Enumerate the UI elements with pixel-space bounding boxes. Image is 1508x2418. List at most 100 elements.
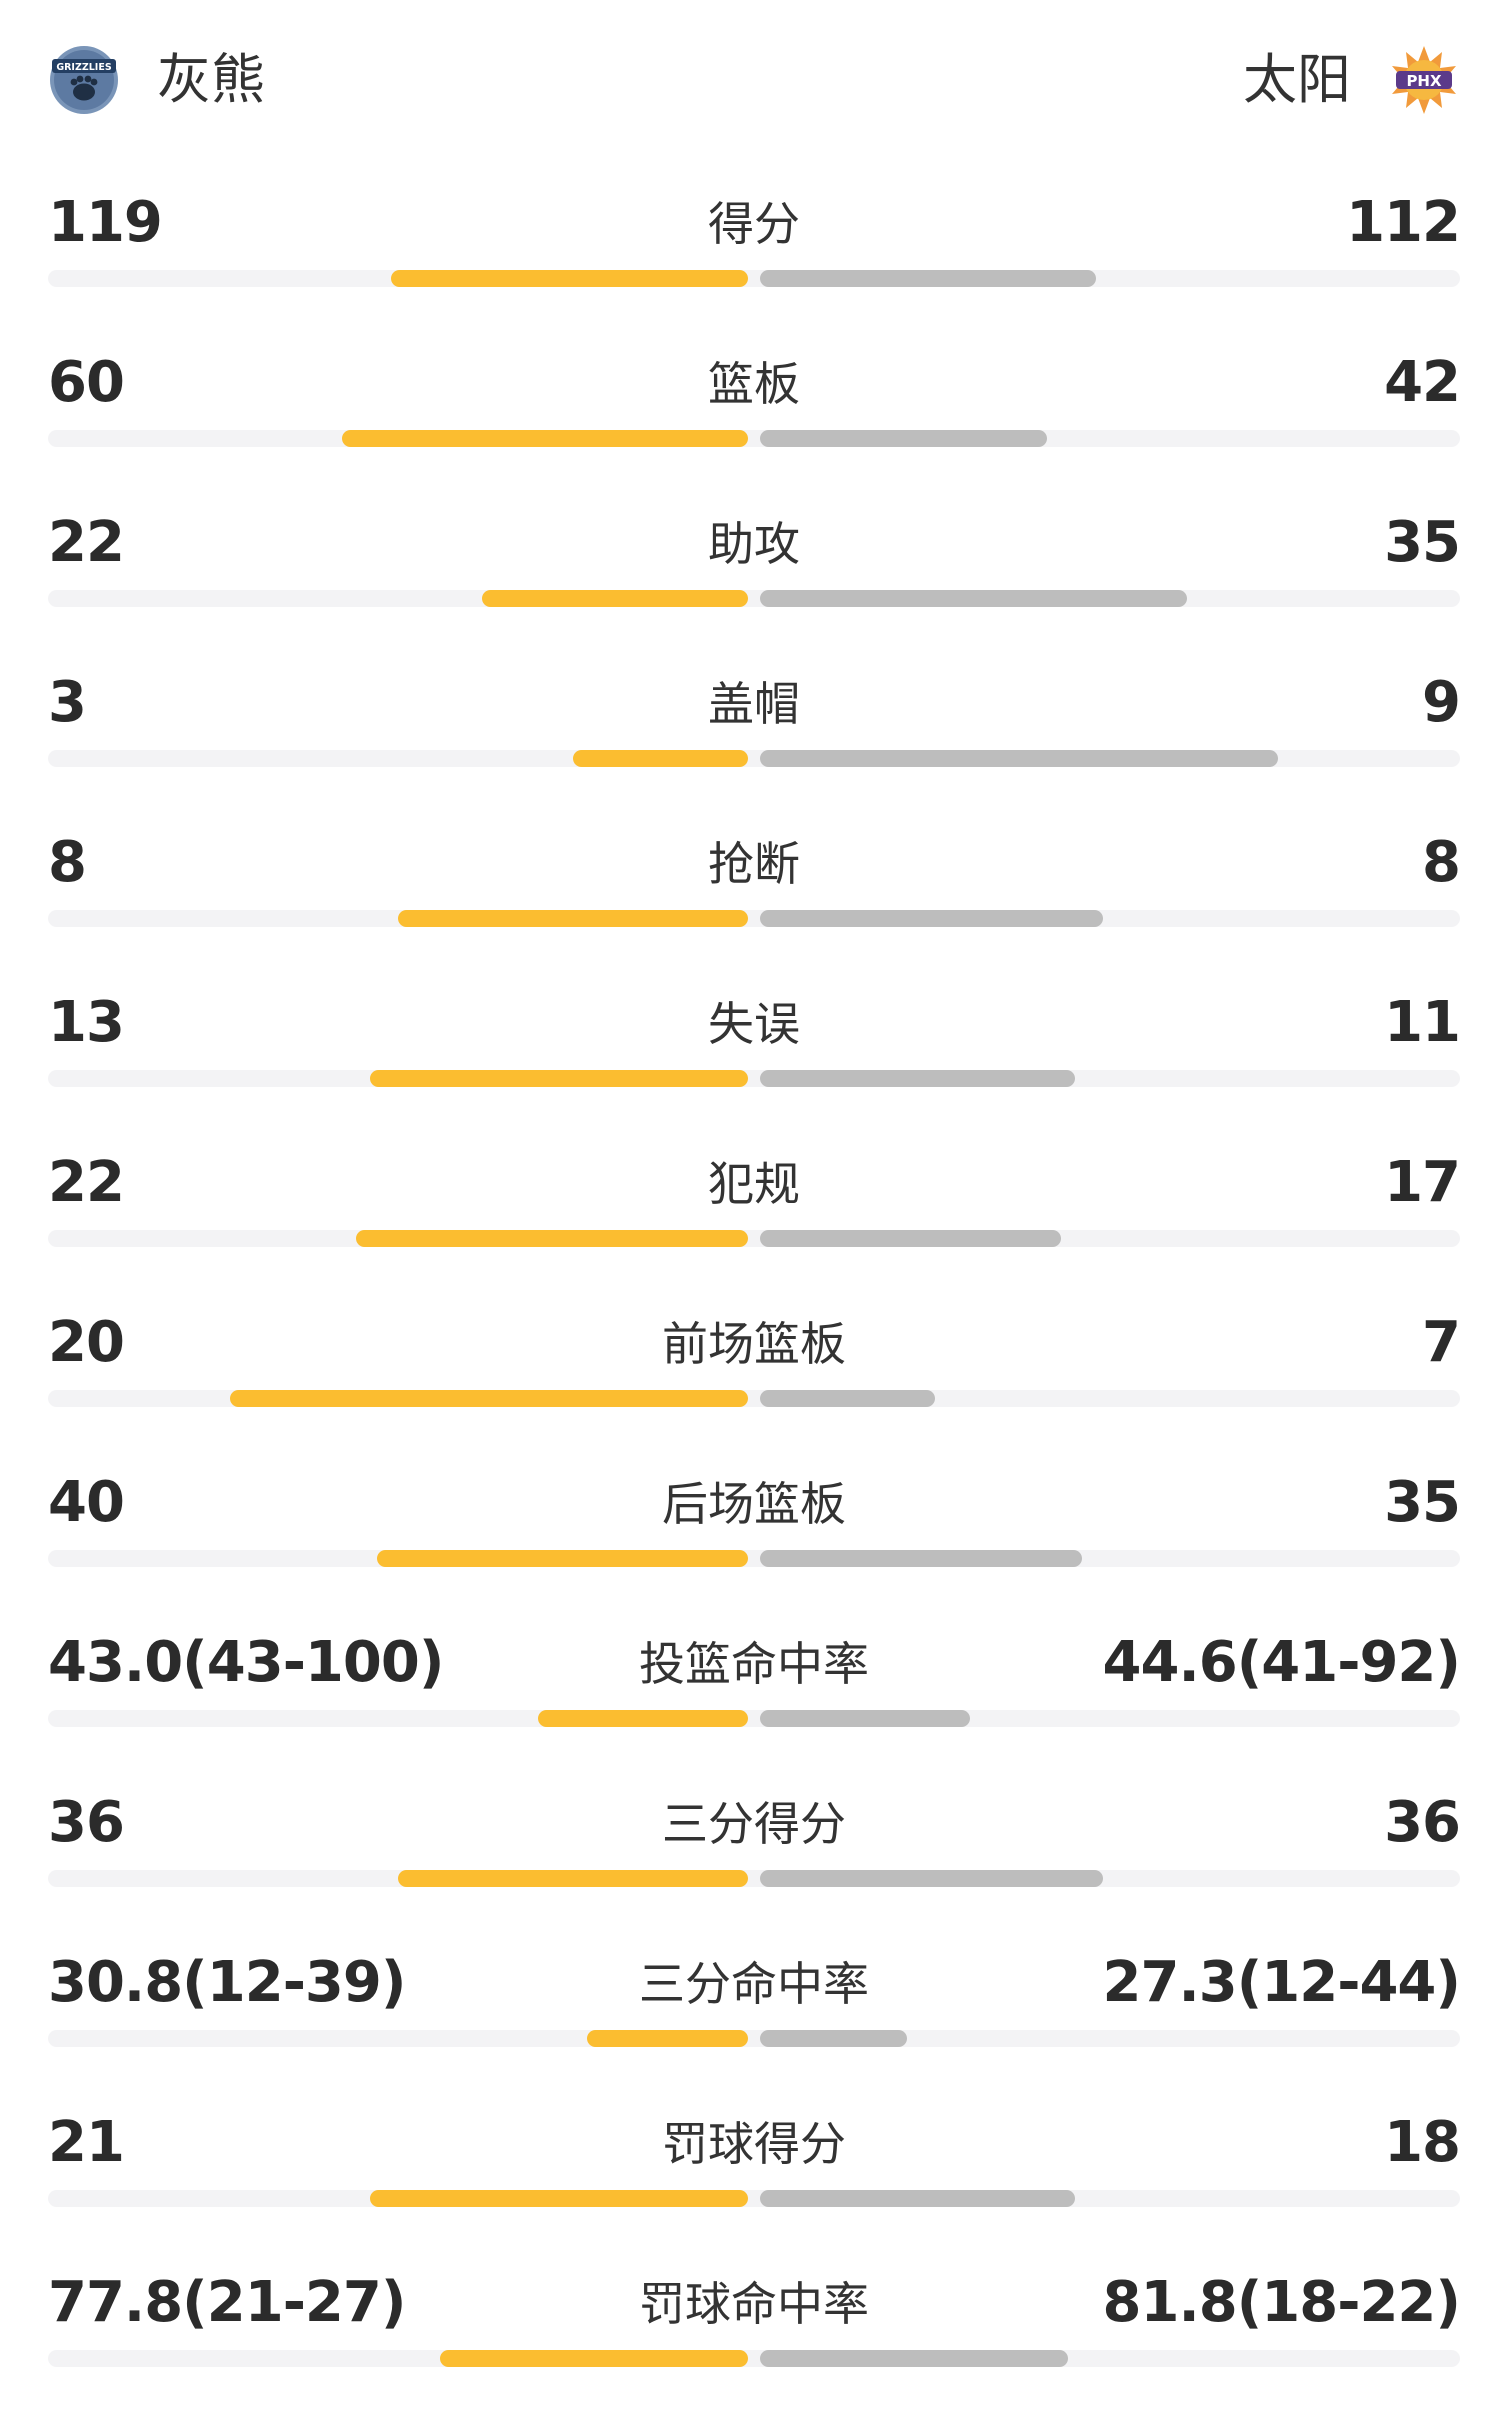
stat-label: 罚球得分 [662,2117,846,2171]
right-team-bar [760,2030,907,2047]
right-team-value: 18 [1384,2110,1461,2175]
stat-row: 30.8(12-39) 三分命中率 27.3(12-44) [48,1938,1461,2098]
suns-logo-icon: PHX [1392,46,1456,114]
left-team-bar [482,590,748,607]
right-team-bar [760,2190,1075,2207]
right-team-value: 17 [1384,1150,1461,1215]
left-team-bar [391,270,748,287]
left-team-bar [370,2190,748,2207]
suns-logo-text: PHX [1406,72,1442,90]
right-team-value: 112 [1346,190,1461,255]
right-team-value: 42 [1384,350,1461,415]
stat-bar-track [48,1070,1460,1087]
left-team-bar [370,1070,748,1087]
stat-label: 三分命中率 [639,1957,869,2011]
left-team-bar [377,1550,748,1567]
right-team-value: 35 [1384,510,1461,575]
stat-bar-track [48,430,1460,447]
left-team-bar [398,910,748,927]
right-team-bar [760,910,1103,927]
right-team-bar [760,430,1047,447]
left-team-bar [356,1230,748,1247]
left-team-bar [342,430,748,447]
right-team-bar [760,1230,1061,1247]
right-team-bar [760,1870,1103,1887]
right-team-value: 44.6(41-92) [1102,1630,1461,1695]
left-team-value: 43.0(43-100) [48,1630,444,1695]
right-team-bar [760,1070,1075,1087]
stat-bar-track [48,2350,1460,2367]
team-header: GRIZZLIES 灰熊 太阳 PHX [0,0,1508,158]
stat-label: 后场篮板 [662,1477,846,1531]
grizzlies-logo-icon: GRIZZLIES [50,46,118,114]
right-team-name: 太阳 [1243,48,1351,111]
left-team-value: 22 [48,510,125,575]
left-team-bar [398,1870,748,1887]
stat-label: 失误 [708,997,800,1051]
right-team-value: 36 [1384,1790,1461,1855]
right-team-value: 35 [1384,1470,1461,1535]
stat-bar-track [48,590,1460,607]
stat-label: 三分得分 [662,1797,846,1851]
stat-row: 3 盖帽 9 [48,658,1461,818]
stat-row: 119 得分 112 [48,178,1461,338]
stat-bar-track [48,1710,1460,1727]
stat-row: 43.0(43-100) 投篮命中率 44.6(41-92) [48,1618,1461,1778]
left-team-bar [587,2030,748,2047]
stat-label: 得分 [708,197,800,251]
left-team-value: 30.8(12-39) [48,1950,406,2015]
right-team-bar [760,2350,1068,2367]
stat-label: 前场篮板 [662,1317,846,1371]
right-team-bar [760,1710,970,1727]
stat-bar-track [48,2190,1460,2207]
right-team-bar [760,270,1096,287]
right-team-value: 81.8(18-22) [1102,2270,1461,2335]
stat-row: 40 后场篮板 35 [48,1458,1461,1618]
left-team-value: 21 [48,2110,125,2175]
left-team-value: 77.8(21-27) [48,2270,406,2335]
stat-label: 犯规 [708,1157,800,1211]
stat-row: 21 罚球得分 18 [48,2098,1461,2258]
stat-row: 60 篮板 42 [48,338,1461,498]
stat-row: 77.8(21-27) 罚球命中率 81.8(18-22) [48,2258,1461,2418]
left-team-value: 22 [48,1150,125,1215]
left-team-bar [538,1710,748,1727]
stat-label: 篮板 [708,357,800,411]
left-team-value: 40 [48,1470,125,1535]
stat-row: 36 三分得分 36 [48,1778,1461,1938]
stat-row: 22 犯规 17 [48,1138,1461,1298]
stat-label: 抢断 [708,837,800,891]
stat-row: 22 助攻 35 [48,498,1461,658]
stat-row: 8 抢断 8 [48,818,1461,978]
right-team-value: 11 [1384,990,1461,1055]
left-team-value: 20 [48,1310,125,1375]
stat-row: 20 前场篮板 7 [48,1298,1461,1458]
right-team-value: 8 [1422,830,1461,895]
left-team-value: 60 [48,350,125,415]
left-team-value: 8 [48,830,87,895]
left-team-bar [230,1390,748,1407]
left-team-name: 灰熊 [157,48,265,111]
grizzlies-logo-text: GRIZZLIES [56,62,112,73]
stat-label: 罚球命中率 [639,2277,869,2331]
right-team-bar [760,1390,935,1407]
stat-bar-track [48,1870,1460,1887]
left-team-value: 119 [48,190,163,255]
stat-row: 13 失误 11 [48,978,1461,1138]
left-team-bar [440,2350,748,2367]
stat-label: 投篮命中率 [639,1637,869,1691]
right-team-value: 9 [1422,670,1461,735]
left-team-bar [573,750,748,767]
left-team-value: 3 [48,670,87,735]
stat-bar-track [48,1550,1460,1567]
stat-bar-track [48,1230,1460,1247]
left-team-value: 36 [48,1790,125,1855]
right-team-value: 27.3(12-44) [1102,1950,1461,2015]
right-team-bar [760,590,1187,607]
stat-bar-track [48,2030,1460,2047]
stat-label: 助攻 [708,517,800,571]
stats-list: 119 得分 112 60 篮板 42 22 助攻 35 3 盖帽 9 8 抢断 8 13 失误 11 22 犯规 17… [48,178,1461,2418]
right-team-value: 7 [1422,1310,1461,1375]
stat-label: 盖帽 [708,677,800,731]
